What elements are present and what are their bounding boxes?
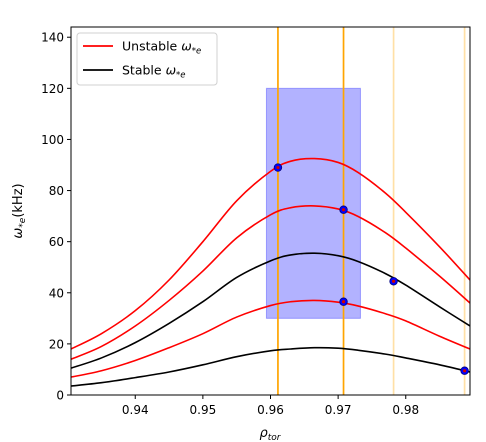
marker-center-3 bbox=[392, 280, 395, 283]
y-tick-label-4: 80 bbox=[49, 184, 64, 198]
y-tick-label-3: 60 bbox=[49, 235, 64, 249]
series-line-4-stable bbox=[71, 348, 470, 386]
x-tick-label-1: 0.95 bbox=[190, 403, 217, 417]
marker-center-0 bbox=[276, 166, 279, 169]
y-tick-label-5: 100 bbox=[41, 133, 64, 147]
marker-center-4 bbox=[463, 369, 466, 372]
x-tick-label-2: 0.96 bbox=[257, 403, 284, 417]
shaded-region bbox=[266, 88, 360, 318]
y-tick-label-6: 120 bbox=[41, 82, 64, 96]
y-tick-label-0: 0 bbox=[56, 389, 64, 403]
legend: Unstable ω*e Stable ω*e bbox=[77, 33, 217, 85]
y-tick-label-7: 140 bbox=[41, 31, 64, 45]
marker-center-1 bbox=[342, 208, 345, 211]
x-tick-label-4: 0.98 bbox=[392, 403, 419, 417]
x-axis-label: ρtor bbox=[259, 426, 281, 442]
x-tick-label-3: 0.97 bbox=[325, 403, 352, 417]
y-tick-label-2: 40 bbox=[49, 286, 64, 300]
x-tick-label-0: 0.94 bbox=[122, 403, 149, 417]
marker-center-2 bbox=[342, 300, 345, 303]
y-tick-label-1: 20 bbox=[49, 337, 64, 351]
y-axis-label: ω*e(kHz) bbox=[11, 183, 28, 238]
